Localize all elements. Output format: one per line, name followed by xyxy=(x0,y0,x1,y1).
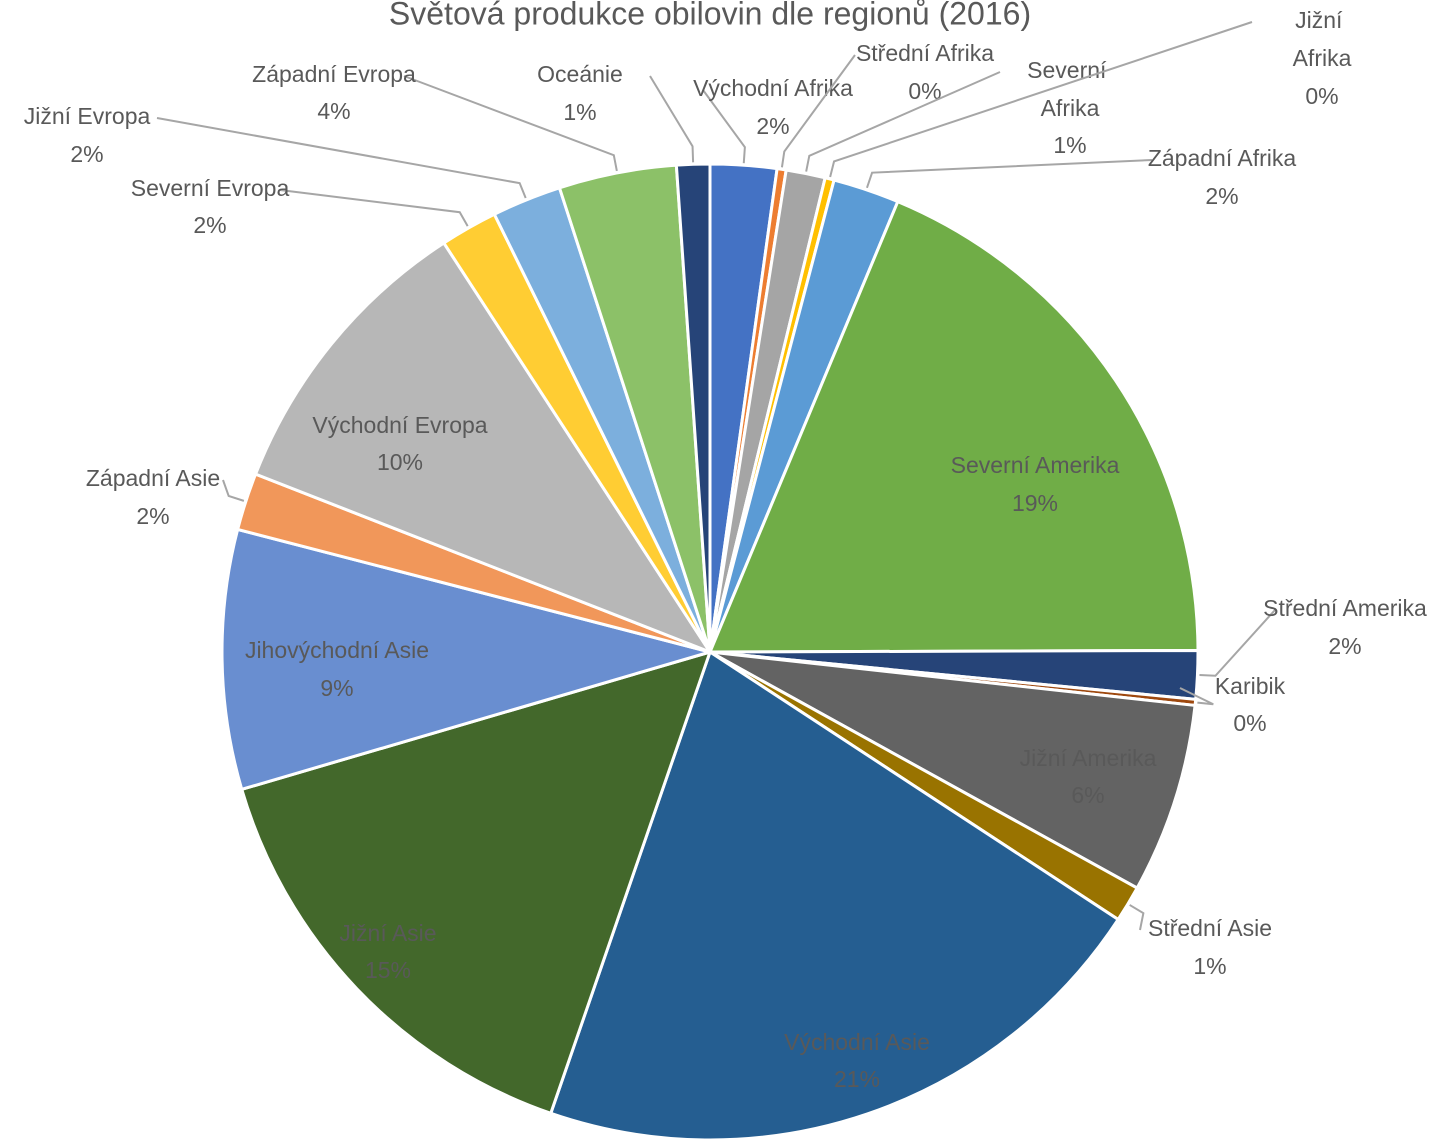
pie-slice xyxy=(239,649,713,1116)
data-label-name: Západní Evropa xyxy=(252,61,416,87)
data-label-name: Karibik xyxy=(1215,673,1286,699)
data-label-value: 10% xyxy=(377,449,423,475)
leader-line xyxy=(866,159,1153,189)
data-label-value: 2% xyxy=(1205,183,1238,209)
data-label-value: 4% xyxy=(317,98,350,124)
data-label-value: 21% xyxy=(834,1066,880,1092)
data-label-name: Jižní Asie xyxy=(339,920,436,946)
data-label-value: 1% xyxy=(1193,953,1226,979)
data-label-value: 19% xyxy=(1012,490,1058,516)
label-line: Jižní xyxy=(1295,7,1349,33)
data-label-name: Východní Asie xyxy=(784,1029,930,1055)
leader-line xyxy=(1129,904,1145,931)
pie-slice xyxy=(253,240,714,656)
pie-slice xyxy=(220,527,716,792)
leader-line xyxy=(780,54,856,168)
leader-line xyxy=(222,479,245,502)
leader-line xyxy=(829,21,1253,178)
data-label-name: Severní Amerika xyxy=(951,452,1120,478)
data-label-name: Východní Evropa xyxy=(312,412,487,438)
data-label-value: 0% xyxy=(1233,710,1266,736)
data-label-value: 1% xyxy=(1053,132,1086,158)
data-label-name: Východní Afrika xyxy=(693,75,853,101)
data-label-value: 15% xyxy=(365,957,411,983)
data-label-name: Jihovýchodní Asie xyxy=(245,637,429,663)
data-label-value: 0% xyxy=(1305,83,1338,109)
data-label-name: Oceánie xyxy=(537,61,623,87)
leader-line xyxy=(649,75,695,163)
leader-line xyxy=(805,71,1001,172)
data-label-name: Střední Afrika xyxy=(856,40,994,66)
leader-line xyxy=(156,117,527,199)
data-label-name: Střední Asie xyxy=(1148,915,1272,941)
data-label-name: Severní Evropa xyxy=(131,175,290,201)
leader-line xyxy=(702,89,746,164)
leader-line xyxy=(1179,687,1214,706)
label-line: Severní xyxy=(1027,57,1113,83)
data-label-value: 2% xyxy=(1328,633,1361,659)
pie-slice xyxy=(548,649,1121,1142)
data-label-value: 2% xyxy=(193,212,226,238)
data-label-value: 2% xyxy=(136,503,169,529)
data-label-value: 2% xyxy=(756,113,789,139)
label-line: Afrika xyxy=(1041,95,1100,121)
data-label-value: 9% xyxy=(320,675,353,701)
data-label-name: Západní Afrika xyxy=(1148,145,1297,171)
data-label-name: Západní Asie xyxy=(86,465,220,491)
leader-line xyxy=(1199,609,1276,677)
data-label-value: 1% xyxy=(563,99,596,125)
leader-line xyxy=(403,75,618,172)
data-label-name: Jižní Amerika xyxy=(1020,745,1157,771)
chart-title: Světová produkce obilovin dle regionů (2… xyxy=(389,0,1031,31)
data-label-name: Střední Amerika xyxy=(1263,595,1427,621)
data-label-name: Jižní Evropa xyxy=(24,103,151,129)
data-label-value: 6% xyxy=(1071,782,1104,808)
data-label-name: Severní Afrika xyxy=(1027,57,1113,121)
pie-slice xyxy=(709,650,1197,891)
leader-line xyxy=(279,189,469,227)
pie-slice xyxy=(674,162,712,653)
pie-slice xyxy=(707,199,1200,654)
data-label-value: 2% xyxy=(70,141,103,167)
data-label-name: Jižní Afrika xyxy=(1293,7,1352,71)
label-line: Afrika xyxy=(1293,45,1352,71)
